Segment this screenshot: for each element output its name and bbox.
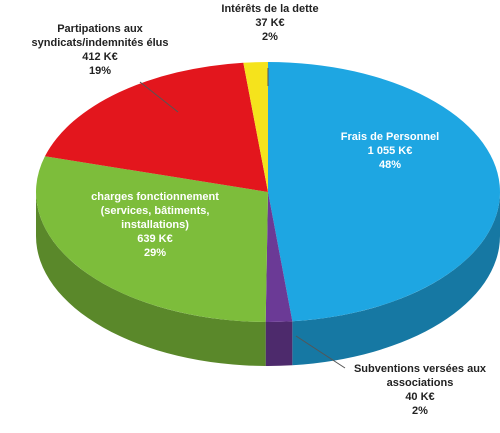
slice-label: Subventions versées aux associations 40 K…: [330, 362, 500, 418]
category-label: Subventions versées aux associations: [353, 363, 487, 389]
slice-side: [292, 192, 500, 366]
value-label: 639 K€: [137, 233, 173, 245]
slice: [44, 62, 268, 192]
slice: [268, 62, 500, 322]
percent-label: 29%: [143, 247, 167, 259]
slice: [36, 156, 268, 322]
slice: [243, 62, 268, 192]
category-label: Intérêts de la dette: [221, 3, 319, 15]
value-label: 37 K€: [255, 17, 285, 29]
slice-label: Frais de Personnel 1 055 K€ 48%: [315, 130, 465, 172]
slice-label: Intérêts de la dette 37 K€ 2%: [175, 2, 365, 44]
leader-line: [295, 335, 346, 369]
category-label: charges fonctionnement (services, bâtime…: [91, 191, 219, 231]
percent-label: 2%: [262, 31, 278, 43]
percent-label: 19%: [88, 65, 112, 77]
value-label: 1 055 K€: [367, 145, 413, 157]
category-label: Partipations aux syndicats/indemnités él…: [31, 23, 169, 49]
slice: [265, 192, 293, 322]
value-label: 40 K€: [405, 391, 435, 403]
slice-label: charges fonctionnement (services, bâtime…: [70, 190, 240, 260]
category-label: Frais de Personnel: [340, 131, 440, 143]
leader-line: [139, 81, 179, 113]
slice-side: [265, 321, 293, 366]
slice-label: Partipations aux syndicats/indemnités él…: [5, 22, 195, 78]
percent-label: 48%: [378, 159, 402, 171]
slice-side: [36, 192, 266, 366]
value-label: 412 K€: [82, 51, 118, 63]
percent-label: 2%: [412, 405, 428, 417]
